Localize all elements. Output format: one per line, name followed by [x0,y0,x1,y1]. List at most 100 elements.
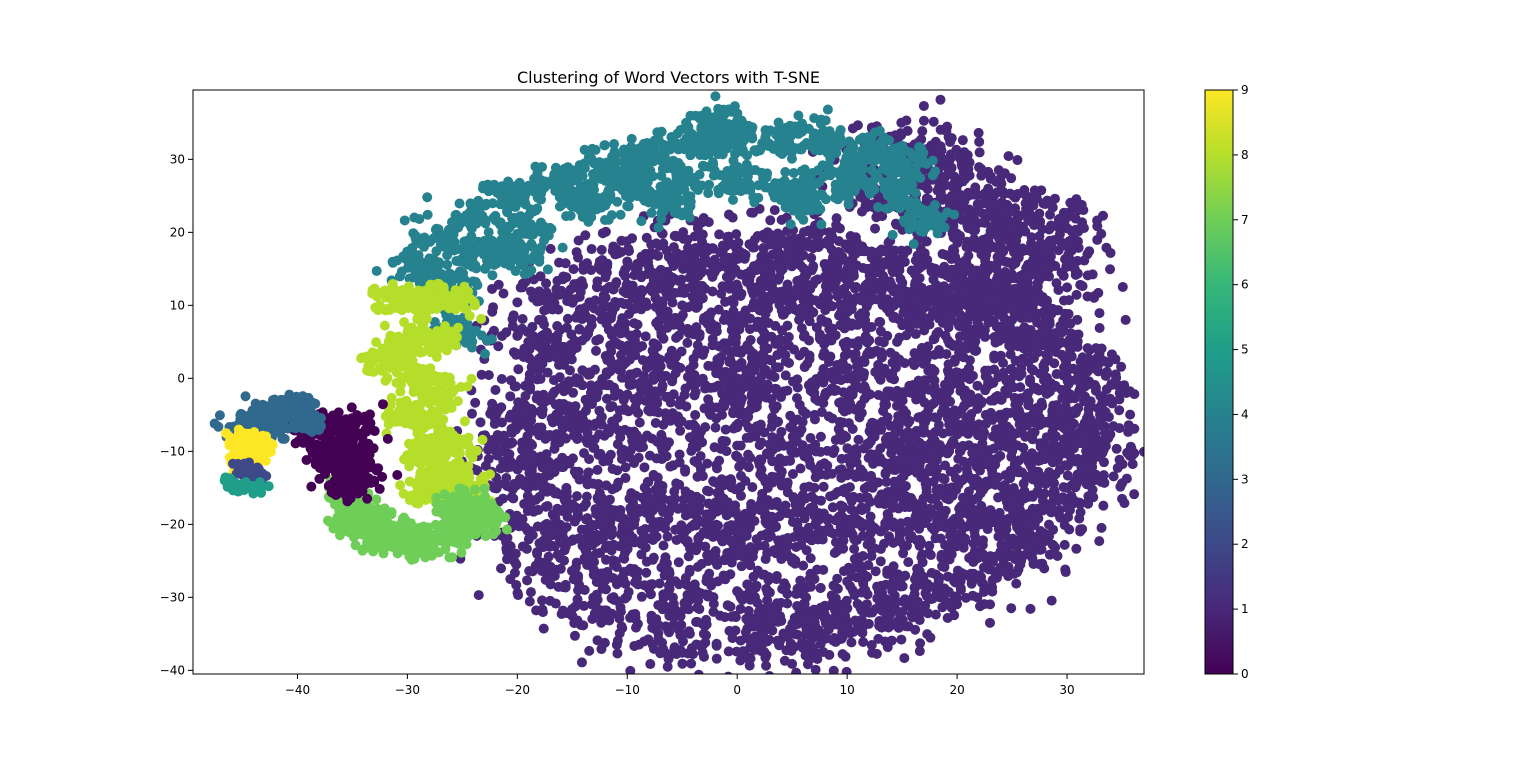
scatter-point [517,313,528,324]
scatter-point [760,308,771,319]
scatter-point [711,638,722,649]
scatter-point [698,628,709,639]
scatter-point [592,464,603,475]
scatter-point [963,363,974,374]
scatter-point [1113,380,1124,391]
scatter-point [643,405,654,416]
scatter-point [668,603,679,614]
scatter-point [930,609,941,620]
scatter-point [1077,352,1088,363]
scatter-point [806,491,817,502]
scatter-point [778,386,789,397]
scatter-point [894,265,905,276]
scatter-point [538,473,549,484]
scatter-point [708,476,719,487]
scatter-point [568,264,579,275]
scatter-point [541,329,552,340]
scatter-point [773,362,784,373]
scatter-point [743,605,754,616]
scatter-point [854,492,865,503]
scatter-point [644,450,655,461]
scatter-point [1096,522,1107,533]
scatter-point [880,636,891,647]
scatter-point [711,653,722,664]
scatter-point [961,463,972,474]
scatter-point [715,610,726,621]
scatter-point [757,488,768,499]
scatter-point [820,317,831,328]
scatter-point [565,284,576,295]
scatter-point [790,505,801,516]
scatter-point [513,420,524,431]
scatter-point [543,293,554,304]
scatter-point [606,545,617,556]
scatter-point [728,423,739,434]
scatter-point [759,540,770,551]
scatter-point [799,362,810,373]
scatter-point [596,314,607,325]
scatter-point [690,409,701,420]
scatter-point [711,402,722,413]
scatter-point [497,330,508,341]
scatter-point [686,496,697,507]
scatter-point [765,229,776,240]
scatter-point [501,460,512,471]
scatter-point [782,533,793,544]
scatter-point [693,271,704,282]
scatter-point [953,453,964,464]
scatter-point [1035,338,1046,349]
scatter-point [710,546,721,557]
scatter-point [490,385,501,396]
scatter-point [835,299,846,310]
scatter-point [703,360,714,371]
scatter-point [707,333,718,344]
scatter-point [1069,495,1080,506]
scatter-point [984,617,995,628]
scatter-point [1077,462,1088,473]
scatter-point [632,407,643,418]
scatter-point [700,383,711,394]
scatter-point [908,592,919,603]
scatter-point [832,573,843,584]
scatter-point [601,584,612,595]
scatter-point [845,391,856,402]
scatter-point [554,383,565,394]
scatter-point [681,487,692,498]
scatter-point [569,294,580,305]
scatter-point [798,560,809,571]
scatter-point [877,606,888,617]
scatter-point [718,480,729,491]
scatter-point [851,457,862,468]
scatter-point [670,230,681,241]
scatter-point [897,606,908,617]
scatter-point [911,535,922,546]
scatter-point [819,614,830,625]
scatter-point [519,460,530,471]
scatter-point [552,549,563,560]
scatter-point [843,562,854,573]
scatter-point [573,374,584,385]
scatter-point [639,636,650,647]
scatter-point [612,635,623,646]
scatter-point [705,519,716,530]
scatter-point [995,562,1006,573]
scatter-point [1072,341,1083,352]
scatter-point [712,559,723,570]
scatter-point [910,514,921,525]
scatter-point [598,456,609,467]
scatter-point [650,417,661,428]
scatter-point [530,560,541,571]
scatter-point [629,318,640,329]
scatter-point [766,471,777,482]
scatter-point [760,554,771,565]
scatter-point [844,482,855,493]
scatter-point [743,411,754,422]
scatter-point [627,609,638,620]
scatter-point [618,395,629,406]
scatter-point [952,519,963,530]
scatter-point [985,505,996,516]
scatter-point [629,640,640,651]
scatter-point [655,361,666,372]
scatter-point [841,666,852,674]
scatter-point [1066,351,1077,362]
